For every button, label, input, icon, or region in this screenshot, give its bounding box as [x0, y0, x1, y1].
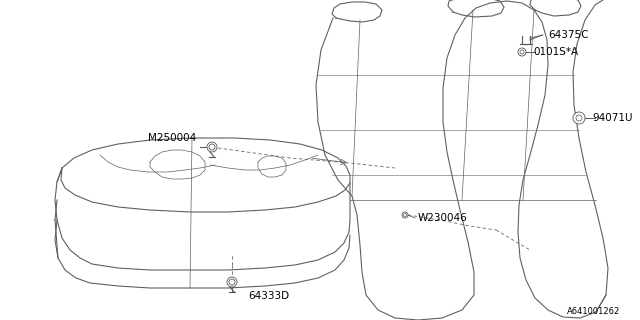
Circle shape [518, 48, 526, 56]
Text: W230046: W230046 [418, 213, 468, 223]
Circle shape [573, 112, 585, 124]
Circle shape [576, 115, 582, 121]
Text: 64375C: 64375C [548, 30, 589, 40]
Text: 0101S*A: 0101S*A [533, 47, 578, 57]
Circle shape [403, 213, 406, 217]
Circle shape [207, 142, 217, 152]
Text: M250004: M250004 [148, 133, 196, 143]
Text: A641001262: A641001262 [567, 308, 620, 316]
Circle shape [520, 50, 524, 54]
Text: 64333D: 64333D [248, 291, 289, 301]
Circle shape [209, 144, 215, 150]
Circle shape [402, 212, 408, 218]
Circle shape [229, 279, 235, 285]
Text: 94071U: 94071U [592, 113, 632, 123]
Circle shape [227, 277, 237, 287]
